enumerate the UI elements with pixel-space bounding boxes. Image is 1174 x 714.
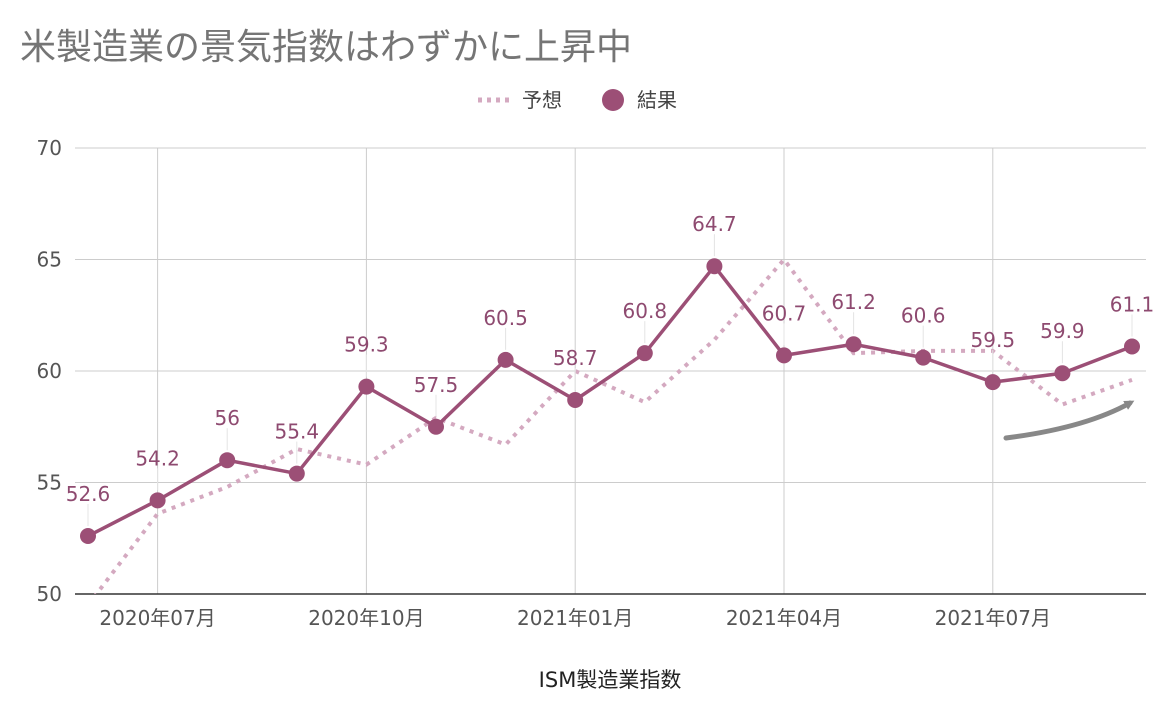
- result-point: [984, 374, 1001, 391]
- result-point: [149, 492, 166, 509]
- data-label: 52.6: [66, 482, 111, 506]
- legend-result-label: 結果: [637, 88, 677, 112]
- result-point: [1054, 365, 1071, 382]
- result-point: [428, 418, 444, 435]
- result-point: [219, 452, 236, 469]
- chart-title: 米製造業の景気指数はわずかに上昇中: [20, 27, 633, 68]
- result-point: [636, 345, 653, 362]
- data-label: 64.7: [692, 212, 737, 236]
- x-tick-label: 2021年07月: [935, 606, 1051, 630]
- data-label: 60.8: [623, 299, 668, 323]
- result-point: [1124, 338, 1140, 355]
- series-result-line: [87, 264, 1133, 538]
- data-label: 61.2: [831, 290, 876, 314]
- result-point: [288, 465, 305, 482]
- legend-result-swatch: [602, 89, 624, 111]
- result-point: [567, 391, 584, 408]
- result-point: [80, 528, 96, 545]
- result-point: [915, 349, 932, 366]
- data-label: 56: [214, 406, 239, 430]
- trend-arrow-annotation: [1003, 400, 1135, 441]
- result-point: [358, 378, 375, 395]
- result-point: [845, 336, 862, 353]
- y-tick-label: 55: [37, 471, 62, 495]
- data-label: 55.4: [275, 420, 320, 444]
- data-label: 57.5: [414, 373, 459, 397]
- result-point: [497, 351, 514, 368]
- data-label: 61.1: [1110, 292, 1155, 316]
- x-tick-label: 2020年10月: [308, 606, 424, 630]
- result-point: [776, 347, 792, 364]
- x-axis-title: ISM製造業指数: [539, 668, 682, 692]
- data-label: 60.6: [901, 304, 946, 328]
- x-tick-label: 2020年07月: [99, 606, 215, 630]
- y-tick-label: 65: [37, 248, 62, 272]
- x-tick-label: 2021年04月: [726, 606, 842, 630]
- data-label: 58.7: [553, 346, 598, 370]
- data-label: 60.5: [483, 306, 528, 330]
- series-forecast-line: [93, 256, 1133, 594]
- x-tick-label: 2021年01月: [517, 606, 633, 630]
- y-tick-label: 50: [37, 582, 62, 606]
- y-tick-label: 70: [37, 136, 62, 160]
- data-label: 54.2: [135, 446, 180, 470]
- data-label: 59.3: [344, 333, 389, 357]
- data-label: 59.9: [1040, 319, 1085, 343]
- result-point: [706, 258, 723, 275]
- data-label: 59.5: [971, 328, 1016, 352]
- legend-forecast-label: 予想: [522, 88, 562, 112]
- y-tick-label: 60: [37, 359, 62, 383]
- data-label: 60.7: [762, 301, 807, 325]
